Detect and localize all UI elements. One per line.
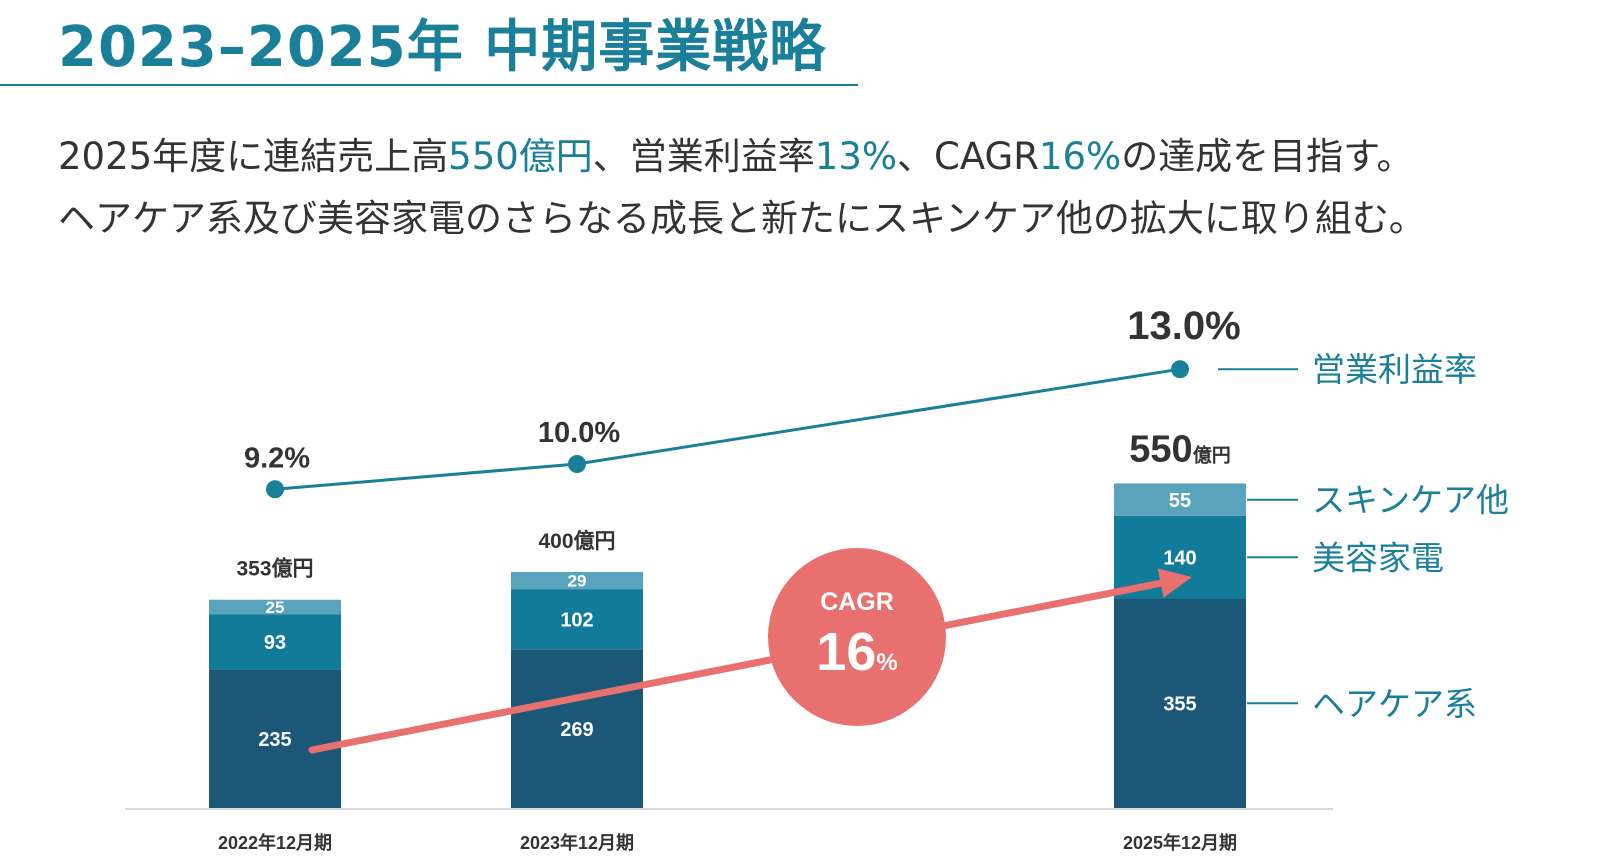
bar-value-label: 355 <box>1163 693 1196 715</box>
bar-segment <box>209 599 341 615</box>
summary-text: の達成を目指す。 <box>1121 135 1414 178</box>
cagr-arrow-shaft <box>308 577 1176 754</box>
margin-point <box>568 455 586 473</box>
x-tick-label: 2025年12月期 <box>1123 832 1237 853</box>
legend-label: スキンケア他 <box>1312 482 1509 519</box>
title-underline <box>0 84 858 86</box>
cagr-label: CAGR <box>820 588 894 616</box>
bar-segment <box>511 649 643 808</box>
bar-total-label: 550億円 <box>1129 429 1230 471</box>
bar-value-label: 269 <box>560 719 593 741</box>
bar-total-label: 353億円 <box>236 557 313 581</box>
summary-text: 、営業利益率 <box>592 135 815 178</box>
bar-value-label: 55 <box>1169 490 1191 512</box>
bar-value-label: 102 <box>560 609 593 631</box>
margin-value-label: 9.2% <box>244 442 310 474</box>
bar-segment <box>511 572 643 590</box>
bar-segment <box>511 589 643 650</box>
margin-line <box>274 367 1181 491</box>
legend-label: ヘアケア系 <box>1312 685 1477 722</box>
margin-value-label: 10.0% <box>538 417 620 449</box>
bar-segment <box>1114 598 1246 808</box>
cagr-bubble <box>768 548 946 726</box>
summary-line-2: ヘアケア系及び美容家電のさらなる成長と新たにスキンケア他の拡大に取り組む。 <box>58 197 1426 240</box>
bar-total-label: 400億円 <box>538 529 615 553</box>
bar-value-label: 29 <box>568 572 587 591</box>
bar-value-label: 140 <box>1163 547 1196 569</box>
legend-label: 美容家電 <box>1312 539 1444 576</box>
cagr-target: 16% <box>1038 135 1122 178</box>
summary-text: 、CAGR <box>897 135 1039 178</box>
x-tick-label: 2022年12月期 <box>218 832 332 853</box>
bar-segment <box>209 669 341 808</box>
bar-value-label: 25 <box>266 598 285 617</box>
summary-line-1: 2025年度に連結売上高550億円、営業利益率13%、CAGR16%の達成を目指… <box>58 126 1414 180</box>
bar-segment <box>209 614 341 670</box>
x-tick-label: 2023年12月期 <box>520 832 634 853</box>
bar-value-label: 235 <box>258 729 291 751</box>
bar-value-label: 93 <box>264 632 286 654</box>
bar-segment <box>1114 483 1246 516</box>
page-title: 2023–2025年 中期事業戦略 <box>58 15 827 80</box>
margin-point <box>266 480 284 499</box>
cagr-arrow-head <box>1157 568 1192 598</box>
cagr-value: 16% <box>816 622 897 682</box>
sales-target: 550億円 <box>448 135 593 178</box>
legend-label: 営業利益率 <box>1312 351 1477 388</box>
margin-target: 13% <box>814 135 898 178</box>
summary-text: 2025年度に連結売上高 <box>58 135 449 178</box>
margin-value-label: 13.0% <box>1127 304 1240 348</box>
margin-point <box>1171 360 1189 379</box>
